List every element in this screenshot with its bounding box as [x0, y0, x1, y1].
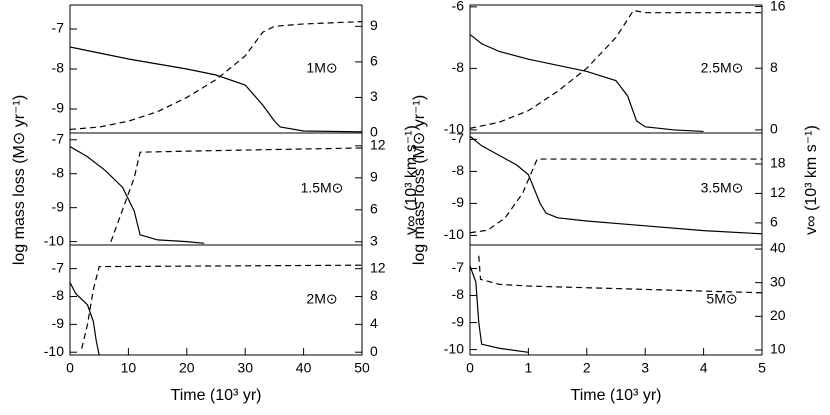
annotation: 1.5M⊙: [301, 180, 344, 196]
annotation: 2.5M⊙: [701, 60, 744, 76]
x-tick-label: 5: [758, 360, 766, 376]
y2-tick-label: 6: [370, 201, 378, 217]
solid-line: [70, 282, 100, 355]
y2-tick-label: 12: [370, 259, 386, 275]
y-tick-label: -8: [452, 286, 465, 302]
x-tick-label: 10: [121, 360, 137, 376]
y-tick-label: -9: [452, 313, 465, 329]
y-tick-label: -9: [452, 194, 465, 210]
annotation: 1M⊙: [306, 60, 337, 76]
y2-tick-label: 20: [770, 307, 786, 323]
y-tick-label: -7: [52, 259, 65, 275]
y2-tick-label: 8: [370, 287, 378, 303]
solid-line: [470, 265, 529, 353]
y2-tick-label: 9: [370, 17, 378, 33]
dashed-line: [110, 147, 362, 243]
y-tick-label: -7: [52, 130, 65, 146]
y-tick-label: -9: [52, 315, 65, 331]
y-tick-label: -7: [452, 259, 465, 275]
y-tick-label: -6: [452, 0, 465, 14]
x-axis-label: Time (10³ yr): [171, 387, 262, 404]
y2-tick-label: 0: [370, 343, 378, 359]
y-tick-label: -10: [444, 121, 464, 137]
y2-tick-label: 8: [770, 59, 778, 75]
solid-line: [70, 46, 362, 133]
dashed-line: [470, 158, 762, 234]
y2-tick-label: 9: [370, 169, 378, 185]
x-tick-label: 3: [641, 360, 649, 376]
x-tick-label: 40: [296, 360, 312, 376]
y-tick-label: -9: [52, 198, 65, 214]
solid-line: [470, 34, 704, 133]
annotation: 2M⊙: [306, 291, 337, 307]
x-tick-label: 0: [466, 360, 474, 376]
y2-tick-label: 6: [370, 53, 378, 69]
dashed-line: [478, 255, 762, 294]
x-axis-label: Time (10³ yr): [571, 387, 662, 404]
y-tick-label: -7: [52, 20, 65, 36]
y2-tick-label: 30: [770, 273, 786, 289]
y2-tick-label: 10: [770, 341, 786, 357]
y-tick-label: -8: [452, 59, 465, 75]
y-tick-label: -8: [52, 164, 65, 180]
y2-tick-label: 0: [370, 124, 378, 140]
y2-tick-label: 0: [770, 121, 778, 137]
y-tick-label: -10: [444, 226, 464, 242]
y-tick-label: -8: [52, 287, 65, 303]
y-tick-label: -10: [44, 343, 64, 359]
y2-tick-label: 3: [370, 233, 378, 249]
plot-frame: [469, 244, 763, 356]
x-tick-label: 2: [583, 360, 591, 376]
y2-tick-label: 3: [370, 88, 378, 104]
x-tick-label: 50: [354, 360, 370, 376]
y-tick-label: -8: [452, 162, 465, 178]
solid-line: [470, 135, 762, 235]
dashed-line: [470, 9, 762, 129]
dashed-line: [81, 264, 362, 349]
x-tick-label: 30: [237, 360, 253, 376]
y2-axis-label: v∞ (10³ km s⁻¹): [803, 125, 820, 235]
x-tick-label: 4: [700, 360, 708, 376]
x-tick-label: 1: [525, 360, 533, 376]
y-tick-label: -7: [452, 130, 465, 146]
y-tick-label: -9: [52, 100, 65, 116]
y-axis-label: log mass loss (M⊙ yr⁻¹): [11, 95, 28, 265]
y2-tick-label: 40: [770, 240, 786, 256]
y2-tick-label: 12: [770, 184, 786, 200]
y2-tick-label: 4: [370, 315, 378, 331]
y2-tick-label: 6: [770, 214, 778, 230]
y2-tick-label: 18: [770, 155, 786, 171]
solid-line: [70, 146, 205, 244]
annotation: 5M⊙: [706, 291, 737, 307]
x-tick-label: 0: [66, 360, 74, 376]
y-tick-label: -8: [52, 60, 65, 76]
plot-frame: [69, 244, 363, 356]
annotation: 3.5M⊙: [701, 180, 744, 196]
y-tick-label: -10: [44, 232, 64, 248]
y2-axis-label: v∞ (10³ km s⁻¹): [403, 125, 420, 235]
x-tick-label: 20: [179, 360, 195, 376]
y2-tick-label: 12: [370, 137, 386, 153]
y-tick-label: -10: [444, 340, 464, 356]
y-axis-label: log mass loss (M⊙ yr⁻¹): [411, 95, 428, 265]
y2-tick-label: 16: [770, 0, 786, 13]
